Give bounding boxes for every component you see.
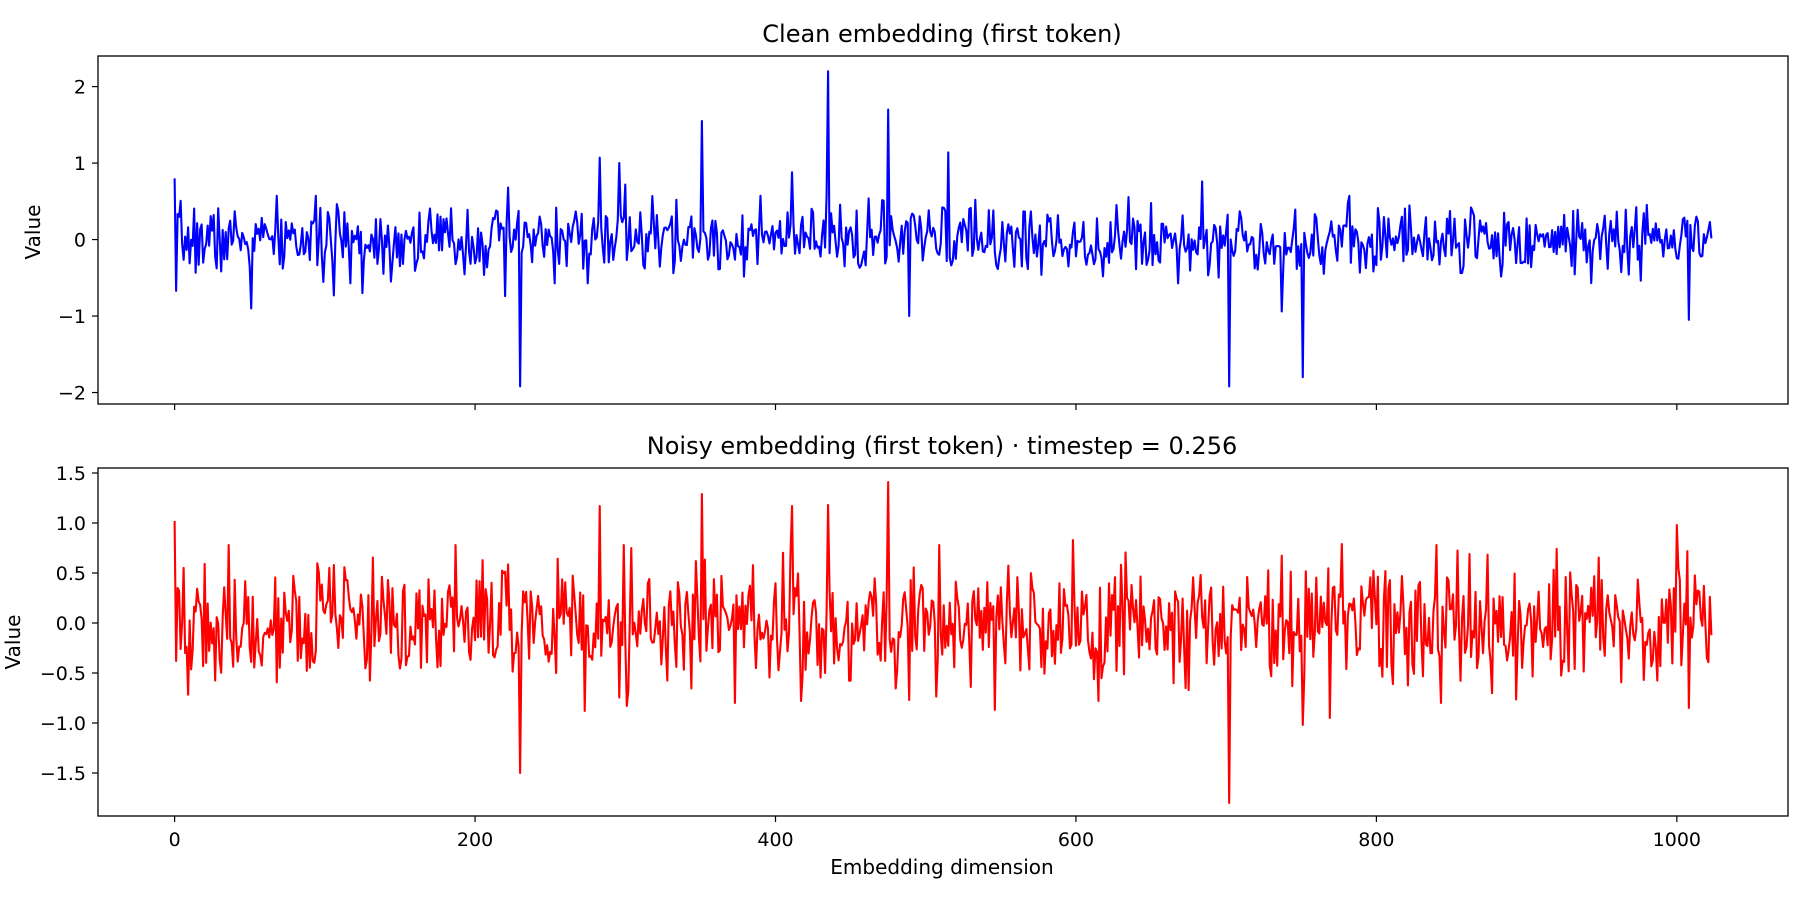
clean-chart-title: Clean embedding (first token)	[762, 20, 1121, 48]
x-axis-label: Embedding dimension	[830, 855, 1053, 879]
noisy-y-tick-label: 0.5	[56, 563, 86, 585]
noisy-y-axis-label: Value	[1, 615, 25, 670]
noisy-axes-frame	[97, 467, 1789, 817]
noisy-embedding-panel: Noisy embedding (first token) · timestep…	[1, 432, 1789, 879]
clean-y-tick-label: 2	[74, 77, 86, 99]
noisy-y-tick-label: 1.5	[56, 463, 86, 485]
noisy-x-tick-label: 0	[169, 829, 181, 851]
clean-y-axis-label: Value	[21, 205, 45, 260]
noisy-y-tick-label: 1.0	[56, 513, 86, 535]
clean-embedding-line	[173, 70, 1713, 388]
noisy-x-tick-label: 600	[1058, 829, 1094, 851]
clean-y-tick-label: −2	[58, 383, 86, 405]
noisy-y-tick-label: −0.5	[40, 663, 86, 685]
clean-embedding-panel: Clean embedding (first token) Value 2 1 0 −…	[21, 20, 1789, 410]
clean-plot-area	[173, 70, 1713, 388]
clean-axes-frame	[97, 55, 1789, 405]
clean-axis-ticks: 2 1 0 −1 −2	[58, 77, 1678, 410]
clean-y-tick-label: −1	[58, 306, 86, 328]
clean-y-tick-label: 0	[74, 230, 86, 252]
noisy-plot-area	[173, 480, 1713, 805]
clean-y-tick-label: 1	[74, 153, 86, 175]
noisy-x-tick-label: 1000	[1653, 829, 1701, 851]
noisy-y-tick-label: −1.0	[40, 713, 86, 735]
noisy-y-tick-label: −1.5	[40, 763, 86, 785]
noisy-embedding-line	[173, 480, 1713, 805]
noisy-y-tick-label: 0.0	[56, 613, 86, 635]
noisy-x-tick-label: 400	[757, 829, 793, 851]
noisy-x-tick-label: 800	[1358, 829, 1394, 851]
noisy-chart-title: Noisy embedding (first token) · timestep…	[647, 432, 1237, 460]
noisy-x-tick-label: 200	[457, 829, 493, 851]
noisy-axis-ticks: 0 200 400 600 800 1000 1.5 1.0 0.5 0.0 −0.5 −1.0 −1.…	[40, 463, 1701, 851]
